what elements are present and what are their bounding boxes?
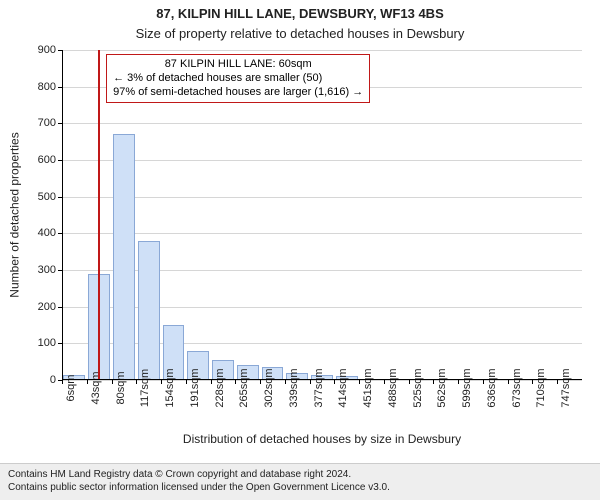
x-tick-label: 673sqm (511, 368, 523, 407)
annotation-line: 97% of semi-detached houses are larger (… (113, 86, 363, 100)
y-tick-label: 200 (22, 301, 56, 313)
x-tick-label: 117sqm (139, 369, 151, 407)
y-tick-label: 400 (22, 227, 56, 239)
histogram-bar (138, 241, 160, 380)
x-tick-mark (136, 380, 137, 384)
y-axis-label: Number of detached properties (8, 50, 22, 380)
x-tick-mark (186, 380, 187, 384)
x-tick-label: 302sqm (263, 368, 275, 407)
y-axis-label-text: Number of detached properties (8, 132, 22, 297)
footer-line-1: Contains HM Land Registry data © Crown c… (8, 468, 592, 481)
histogram-plot: 01002003004005006007008009006sqm43sqm80s… (62, 50, 582, 380)
x-tick-mark (384, 380, 385, 384)
x-tick-label: 710sqm (535, 368, 547, 407)
x-tick-label: 451sqm (362, 368, 374, 407)
x-tick-label: 339sqm (288, 368, 300, 407)
y-axis-line (62, 50, 63, 380)
gridline (62, 160, 582, 161)
x-tick-mark (112, 380, 113, 384)
x-tick-mark (532, 380, 533, 384)
property-marker-line (98, 50, 100, 380)
x-tick-mark (508, 380, 509, 384)
x-tick-label: 377sqm (313, 368, 325, 407)
x-tick-mark (483, 380, 484, 384)
histogram-bar (113, 134, 135, 380)
y-tick-label: 100 (22, 337, 56, 349)
y-tick-label: 600 (22, 154, 56, 166)
y-tick-label: 0 (22, 374, 56, 386)
attribution-footer: Contains HM Land Registry data © Crown c… (0, 463, 600, 500)
x-tick-mark (359, 380, 360, 384)
y-tick-label: 300 (22, 264, 56, 276)
x-tick-mark (433, 380, 434, 384)
property-annotation: 87 KILPIN HILL LANE: 60sqm← 3% of detach… (106, 54, 370, 103)
page-subtitle: Size of property relative to detached ho… (0, 26, 600, 41)
gridline (62, 233, 582, 234)
gridline (62, 123, 582, 124)
x-tick-mark (310, 380, 311, 384)
x-tick-mark (285, 380, 286, 384)
x-tick-label: 636sqm (486, 368, 498, 407)
gridline (62, 197, 582, 198)
y-tick-label: 900 (22, 44, 56, 56)
x-tick-label: 414sqm (337, 368, 349, 407)
x-tick-mark (458, 380, 459, 384)
y-tick-label: 700 (22, 117, 56, 129)
x-tick-mark (260, 380, 261, 384)
x-tick-mark (235, 380, 236, 384)
x-tick-label: 562sqm (436, 368, 448, 407)
x-tick-label: 525sqm (412, 368, 424, 407)
x-tick-label: 265sqm (238, 368, 250, 407)
x-tick-label: 154sqm (164, 368, 176, 407)
x-tick-label: 191sqm (189, 368, 201, 407)
x-tick-label: 599sqm (461, 368, 473, 407)
annotation-line: 87 KILPIN HILL LANE: 60sqm (113, 58, 363, 72)
x-axis-label: Distribution of detached houses by size … (62, 432, 582, 446)
page-title: 87, KILPIN HILL LANE, DEWSBURY, WF13 4BS (0, 6, 600, 21)
x-tick-mark (557, 380, 558, 384)
annotation-line: ← 3% of detached houses are smaller (50) (113, 72, 363, 86)
x-tick-label: 488sqm (387, 368, 399, 407)
gridline (62, 50, 582, 51)
x-tick-mark (62, 380, 63, 384)
x-tick-mark (211, 380, 212, 384)
x-axis-line (62, 379, 582, 380)
x-tick-mark (161, 380, 162, 384)
x-tick-label: 80sqm (115, 371, 127, 404)
y-tick-label: 500 (22, 191, 56, 203)
footer-line-2: Contains public sector information licen… (8, 481, 592, 494)
x-tick-label: 228sqm (214, 368, 226, 407)
x-tick-label: 747sqm (560, 368, 572, 407)
x-tick-mark (87, 380, 88, 384)
x-tick-mark (409, 380, 410, 384)
x-tick-mark (334, 380, 335, 384)
y-tick-label: 800 (22, 81, 56, 93)
